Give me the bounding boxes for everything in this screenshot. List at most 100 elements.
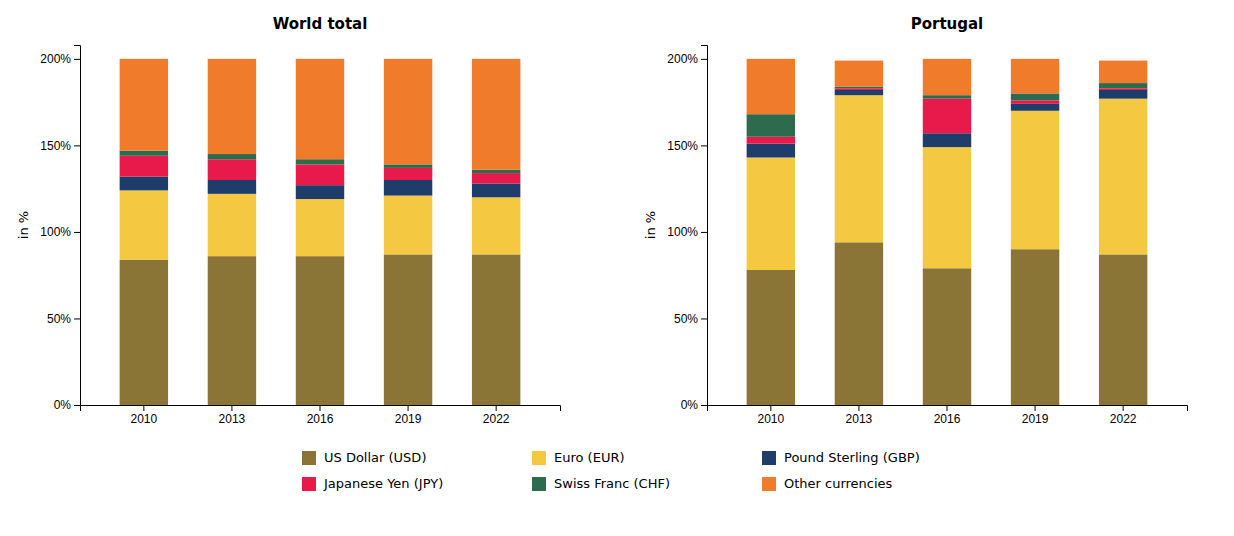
bar-segment: [384, 180, 432, 196]
bar-segment: [1011, 249, 1059, 405]
bar-segment: [296, 256, 344, 405]
legend-item: Japanese Yen (JPY): [302, 476, 443, 491]
tick: 100%: [667, 225, 707, 239]
axis-line: [74, 46, 81, 406]
bar-segment: [296, 159, 344, 164]
tick: 0%: [681, 398, 707, 412]
legend-swatch: [302, 477, 316, 491]
tick-mark: [770, 405, 771, 411]
bar-segment: [384, 164, 432, 167]
series: [120, 156, 521, 185]
tick-label: 0%: [54, 398, 72, 412]
y-axis: 0%50%100%150%200%: [667, 46, 707, 413]
bar-segment: [384, 196, 432, 255]
bar-segment: [296, 185, 344, 199]
bar-segment: [923, 99, 971, 134]
bar-segment: [1099, 88, 1147, 90]
legend-item: Other currencies: [762, 476, 893, 491]
tick-label: 150%: [667, 139, 698, 153]
bar-segment: [747, 137, 795, 144]
legend-label: Other currencies: [784, 476, 893, 491]
bar-segment: [296, 164, 344, 185]
tick-label: 0%: [681, 398, 699, 412]
tick-label: 200%: [40, 52, 71, 66]
tick-label: 200%: [667, 52, 698, 66]
tick-label: 2022: [1110, 412, 1137, 426]
tick: 2022: [1110, 405, 1137, 426]
tick: 200%: [40, 52, 80, 66]
bar-segment: [835, 90, 883, 95]
series: [747, 59, 1148, 114]
tick: 150%: [40, 139, 80, 153]
tick-label: 2010: [131, 412, 158, 426]
tick-mark: [408, 405, 409, 411]
legend-label: Swiss Franc (CHF): [554, 476, 670, 491]
legend-label: US Dollar (USD): [324, 450, 426, 465]
tick-mark: [858, 405, 859, 411]
tick-label: 2019: [1022, 412, 1049, 426]
tick-label: 2013: [846, 412, 873, 426]
bar-segment: [208, 180, 256, 194]
bar-segment: [1099, 254, 1147, 405]
bar-segment: [120, 156, 168, 177]
series: [120, 254, 521, 405]
tick-label: 2013: [219, 412, 246, 426]
x-axis: 20102013201620192022: [708, 405, 1188, 426]
bar-segment: [747, 59, 795, 114]
tick: 50%: [47, 312, 80, 326]
tick-label: 2019: [395, 412, 422, 426]
bar-segment: [923, 147, 971, 268]
tick: 2016: [934, 405, 961, 426]
tick: 100%: [40, 225, 80, 239]
panel: 0%50%100%150%200%20102013201620192022Por…: [643, 15, 1188, 426]
tick-mark: [74, 405, 80, 406]
y-axis-title: in %: [643, 211, 658, 239]
tick-label: 100%: [40, 225, 71, 239]
bar-segment: [472, 170, 520, 173]
series: [120, 59, 521, 170]
bar-segment: [1011, 59, 1059, 94]
bar-segment: [472, 183, 520, 197]
tick-mark: [701, 318, 707, 319]
bar-segment: [835, 242, 883, 405]
tick-mark: [701, 145, 707, 146]
axis-line: [81, 406, 561, 412]
legend-label: Japanese Yen (JPY): [323, 476, 443, 491]
legend-item: Euro (EUR): [532, 450, 625, 465]
legend-swatch: [532, 451, 546, 465]
bar-segment: [120, 177, 168, 191]
tick-mark: [74, 145, 80, 146]
bar-segment: [120, 190, 168, 259]
legend-label: Euro (EUR): [554, 450, 625, 465]
x-axis: 2010 2013 2016 2019 2022: [81, 405, 561, 426]
tick-label: 100%: [667, 225, 698, 239]
tick-mark: [74, 59, 80, 60]
bar-segment: [208, 159, 256, 180]
tick-label: 2022: [483, 412, 510, 426]
bar-segment: [747, 114, 795, 137]
tick-mark: [143, 405, 144, 411]
legend: US Dollar (USD)Euro (EUR)Pound Sterling …: [302, 450, 920, 491]
bars: [120, 59, 521, 405]
tick-mark: [74, 318, 80, 319]
bar-segment: [296, 199, 344, 256]
bar-segment: [472, 59, 520, 170]
bar-segment: [1099, 61, 1147, 83]
tick-label: 2016: [307, 412, 334, 426]
series: [120, 190, 521, 259]
tick-mark: [1123, 405, 1124, 411]
bar-segment: [208, 59, 256, 154]
legend-swatch: [532, 477, 546, 491]
bar-segment: [1011, 100, 1059, 103]
tick: 150%: [667, 139, 707, 153]
axis-line: [708, 406, 1188, 412]
series: [747, 88, 1148, 143]
chart-title: World total: [273, 15, 368, 33]
y-axis: 0% 50% 100% 150% 200%: [40, 46, 80, 413]
tick: 2019: [1022, 405, 1049, 426]
panel: 0% 50% 100% 150% 200% 2010 2013 2016 2019 2022 Wor…: [16, 15, 561, 426]
axis-line: [701, 46, 708, 406]
tick-label: 2016: [934, 412, 961, 426]
legend-item: US Dollar (USD): [302, 450, 426, 465]
series: [747, 90, 1148, 158]
